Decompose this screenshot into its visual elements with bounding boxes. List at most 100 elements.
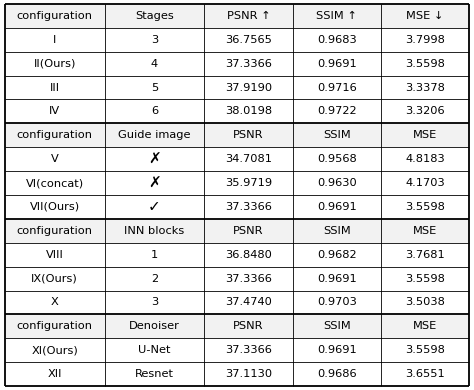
Bar bbox=[293, 338, 381, 362]
Text: 6: 6 bbox=[151, 106, 158, 116]
Bar bbox=[381, 28, 469, 52]
Bar bbox=[381, 243, 469, 267]
Bar bbox=[381, 76, 469, 99]
Text: U-Net: U-Net bbox=[138, 345, 171, 355]
Bar bbox=[5, 267, 105, 291]
Bar bbox=[293, 99, 381, 123]
Bar bbox=[204, 267, 293, 291]
Bar bbox=[381, 338, 469, 362]
Text: PSNR ↑: PSNR ↑ bbox=[227, 11, 271, 21]
Text: 36.8480: 36.8480 bbox=[225, 250, 272, 260]
Bar bbox=[293, 219, 381, 243]
Text: 34.7081: 34.7081 bbox=[225, 154, 272, 164]
Bar bbox=[105, 28, 204, 52]
Text: 3.5598: 3.5598 bbox=[405, 274, 445, 284]
Bar bbox=[5, 4, 105, 28]
Text: INN blocks: INN blocks bbox=[124, 226, 185, 236]
Bar bbox=[293, 243, 381, 267]
Text: configuration: configuration bbox=[17, 226, 93, 236]
Bar bbox=[204, 291, 293, 314]
Bar bbox=[5, 195, 105, 219]
Bar bbox=[5, 338, 105, 362]
Text: II(Ours): II(Ours) bbox=[34, 58, 76, 69]
Bar bbox=[204, 147, 293, 171]
Text: 0.9568: 0.9568 bbox=[317, 154, 357, 164]
Bar bbox=[105, 314, 204, 339]
Text: SSIM: SSIM bbox=[323, 321, 351, 331]
Text: 2: 2 bbox=[151, 274, 158, 284]
Bar bbox=[5, 219, 105, 243]
Text: 3.5598: 3.5598 bbox=[405, 58, 445, 69]
Text: MSE: MSE bbox=[413, 321, 437, 331]
Text: 3.3206: 3.3206 bbox=[405, 106, 445, 116]
Bar bbox=[105, 195, 204, 219]
Bar bbox=[105, 76, 204, 99]
Text: 3.6551: 3.6551 bbox=[405, 369, 445, 379]
Text: V: V bbox=[51, 154, 59, 164]
Text: Guide image: Guide image bbox=[118, 130, 191, 140]
Text: PSNR: PSNR bbox=[233, 226, 264, 236]
Text: XI(Ours): XI(Ours) bbox=[31, 345, 78, 355]
Text: 0.9691: 0.9691 bbox=[317, 345, 357, 355]
Bar bbox=[293, 195, 381, 219]
Bar bbox=[293, 52, 381, 76]
Text: 0.9682: 0.9682 bbox=[317, 250, 356, 260]
Text: 3.7998: 3.7998 bbox=[405, 35, 445, 45]
Text: I: I bbox=[53, 35, 56, 45]
Text: 4.1703: 4.1703 bbox=[405, 178, 445, 188]
Bar bbox=[381, 195, 469, 219]
Bar bbox=[5, 52, 105, 76]
Bar bbox=[293, 314, 381, 339]
Text: 0.9686: 0.9686 bbox=[317, 369, 356, 379]
Bar bbox=[5, 362, 105, 386]
Text: XII: XII bbox=[47, 369, 62, 379]
Bar bbox=[293, 171, 381, 195]
Text: 4.8183: 4.8183 bbox=[405, 154, 445, 164]
Text: 0.9630: 0.9630 bbox=[317, 178, 357, 188]
Text: VIII: VIII bbox=[46, 250, 64, 260]
Text: 38.0198: 38.0198 bbox=[225, 106, 272, 116]
Text: X: X bbox=[51, 298, 59, 307]
Bar bbox=[105, 171, 204, 195]
Bar bbox=[5, 291, 105, 314]
Text: 1: 1 bbox=[151, 250, 158, 260]
Text: 4: 4 bbox=[151, 58, 158, 69]
Text: 0.9703: 0.9703 bbox=[317, 298, 357, 307]
Bar bbox=[381, 171, 469, 195]
Bar bbox=[5, 314, 105, 339]
Bar bbox=[5, 123, 105, 147]
Bar bbox=[381, 99, 469, 123]
Text: Stages: Stages bbox=[135, 11, 174, 21]
Text: PSNR: PSNR bbox=[233, 130, 264, 140]
Bar bbox=[293, 291, 381, 314]
Text: SSIM: SSIM bbox=[323, 226, 351, 236]
Bar bbox=[381, 52, 469, 76]
Text: 37.1130: 37.1130 bbox=[225, 369, 272, 379]
Bar bbox=[381, 291, 469, 314]
Text: PSNR: PSNR bbox=[233, 321, 264, 331]
Text: 37.9190: 37.9190 bbox=[225, 83, 272, 92]
Text: 3.3378: 3.3378 bbox=[405, 83, 445, 92]
Bar bbox=[105, 338, 204, 362]
Bar bbox=[204, 76, 293, 99]
Text: 0.9691: 0.9691 bbox=[317, 202, 357, 212]
Text: 0.9722: 0.9722 bbox=[317, 106, 356, 116]
Bar bbox=[204, 314, 293, 339]
Bar bbox=[204, 99, 293, 123]
Text: 3: 3 bbox=[151, 298, 158, 307]
Bar bbox=[204, 338, 293, 362]
Bar bbox=[105, 123, 204, 147]
Text: 3.7681: 3.7681 bbox=[405, 250, 445, 260]
Text: MSE: MSE bbox=[413, 130, 437, 140]
Bar bbox=[204, 243, 293, 267]
Text: configuration: configuration bbox=[17, 11, 93, 21]
Text: 37.3366: 37.3366 bbox=[225, 274, 272, 284]
Text: 35.9719: 35.9719 bbox=[225, 178, 272, 188]
Bar bbox=[105, 362, 204, 386]
Bar bbox=[381, 147, 469, 171]
Bar bbox=[5, 147, 105, 171]
Bar bbox=[204, 171, 293, 195]
Text: 36.7565: 36.7565 bbox=[225, 35, 272, 45]
Bar bbox=[293, 267, 381, 291]
Bar bbox=[293, 123, 381, 147]
